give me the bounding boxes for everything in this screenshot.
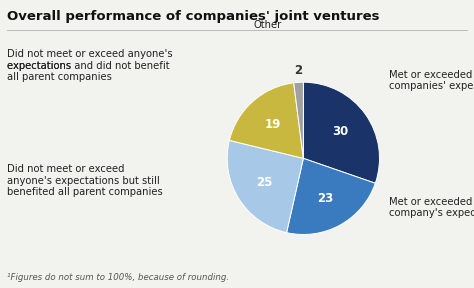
- Text: Met or exceeded all parent
companies' expectations: Met or exceeded all parent companies' ex…: [389, 70, 474, 92]
- Text: anyone's expectations but still: anyone's expectations but still: [7, 176, 160, 186]
- Text: Met or exceeded 1 parent
company's expectations: Met or exceeded 1 parent company's expec…: [389, 196, 474, 218]
- Wedge shape: [287, 158, 375, 234]
- Text: 30: 30: [332, 125, 349, 138]
- Text: 23: 23: [318, 192, 334, 205]
- Text: 19: 19: [264, 118, 281, 131]
- Text: expectations and did not benefit: expectations and did not benefit: [7, 60, 170, 71]
- Wedge shape: [303, 82, 380, 183]
- Text: benefited all parent companies: benefited all parent companies: [7, 187, 163, 197]
- Text: 2: 2: [294, 65, 302, 77]
- Text: Did not meet or exceed: Did not meet or exceed: [7, 164, 125, 174]
- Wedge shape: [227, 140, 303, 233]
- Wedge shape: [294, 82, 303, 158]
- Text: all parent companies: all parent companies: [7, 72, 112, 82]
- Text: ¹Figures do not sum to 100%, because of rounding.: ¹Figures do not sum to 100%, because of …: [7, 273, 229, 282]
- Text: Did not meet or exceed anyone's: Did not meet or exceed anyone's: [7, 49, 173, 59]
- Wedge shape: [229, 83, 303, 158]
- Text: 25: 25: [256, 176, 273, 189]
- Text: Other: Other: [254, 20, 282, 30]
- Text: Overall performance of companies' joint ventures: Overall performance of companies' joint …: [7, 10, 380, 23]
- Text: expectations: expectations: [7, 60, 74, 71]
